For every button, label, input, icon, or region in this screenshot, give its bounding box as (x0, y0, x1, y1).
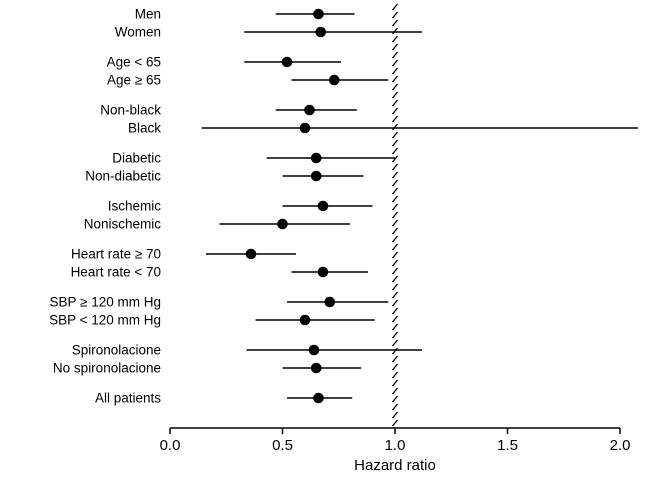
reference-line-hatch (392, 299, 398, 307)
reference-line-hatch (392, 323, 398, 331)
row-label: All patients (95, 391, 161, 406)
point-estimate (299, 314, 311, 326)
reference-line-hatch (392, 355, 398, 363)
point-estimate (277, 218, 288, 230)
reference-line-hatch (392, 59, 398, 67)
point-estimate (315, 26, 327, 38)
reference-line-hatch (392, 155, 398, 163)
reference-line-hatch (392, 395, 398, 403)
point-estimate (317, 266, 329, 278)
row-label: Black (128, 121, 161, 136)
reference-line-hatch (392, 51, 398, 59)
row-label: Age ≥ 65 (107, 73, 161, 88)
row-label: SBP < 120 mm Hg (49, 313, 161, 328)
reference-line-hatch (392, 283, 398, 291)
point-estimate (310, 362, 322, 374)
reference-line-hatch (392, 227, 398, 235)
x-tick-label: 0.0 (160, 437, 181, 454)
reference-line-hatch (392, 11, 398, 19)
reference-line-hatch (392, 43, 398, 51)
reference-line-hatch (392, 363, 398, 371)
reference-line-hatch (392, 171, 398, 179)
row-label: Ischemic (108, 199, 162, 214)
reference-line-hatch (392, 131, 398, 139)
reference-line-hatch (392, 211, 398, 219)
reference-line-hatch (392, 387, 398, 395)
reference-line-hatch (392, 179, 398, 187)
row-label: SBP ≥ 120 mm Hg (50, 295, 161, 310)
reference-line-hatch (392, 19, 398, 27)
point-estimate (299, 122, 311, 134)
reference-line-hatch (392, 235, 398, 243)
reference-line-hatch (392, 115, 398, 123)
row-label: Heart rate ≥ 70 (71, 247, 161, 262)
reference-line-hatch (392, 27, 398, 35)
point-estimate (308, 344, 320, 356)
reference-line-hatch (392, 243, 398, 251)
reference-line-hatch (392, 411, 398, 419)
reference-line-hatch (392, 203, 398, 211)
reference-line-hatch (392, 107, 398, 115)
row-label: No spironolacione (53, 361, 161, 376)
reference-line-hatch (392, 83, 398, 91)
x-tick-label: 1.0 (385, 437, 406, 454)
x-tick-label: 0.5 (272, 437, 293, 454)
reference-line-hatch (392, 315, 398, 323)
point-estimate (324, 296, 336, 308)
reference-line-hatch (392, 371, 398, 379)
row-label: Spironolacione (72, 343, 161, 358)
reference-line-hatch (392, 99, 398, 107)
reference-line-hatch (392, 219, 398, 227)
row-label: Men (135, 7, 161, 22)
reference-line-hatch (392, 379, 398, 387)
point-estimate (313, 8, 324, 20)
row-label: Women (115, 25, 161, 40)
x-axis-title: Hazard ratio (354, 457, 436, 474)
point-estimate (317, 200, 329, 212)
reference-line-hatch (392, 35, 398, 43)
row-label: Age < 65 (107, 55, 161, 70)
point-estimate (310, 170, 322, 182)
row-label: Non-black (100, 103, 161, 118)
row-label: Diabetic (112, 151, 161, 166)
reference-line-hatch (392, 419, 398, 427)
reference-line-hatch (392, 339, 398, 347)
point-estimate (304, 104, 315, 116)
point-estimate (313, 392, 324, 404)
reference-line-hatch (392, 75, 398, 83)
row-label: Non-diabetic (85, 169, 161, 184)
reference-line-hatch (392, 331, 398, 339)
reference-line-hatch (392, 139, 398, 147)
reference-line-hatch (392, 3, 398, 11)
row-label: Heart rate < 70 (71, 265, 161, 280)
reference-line-hatch (392, 307, 398, 315)
x-tick-label: 1.5 (497, 437, 518, 454)
point-estimate (281, 56, 293, 68)
row-label: Nonischemic (84, 217, 162, 232)
point-estimate (310, 152, 322, 164)
reference-line-hatch (392, 275, 398, 283)
reference-line-hatch (392, 147, 398, 155)
reference-line-hatch (392, 259, 398, 267)
reference-line-hatch (392, 163, 398, 171)
point-estimate (245, 248, 257, 260)
reference-line-hatch (392, 67, 398, 75)
x-tick-label: 2.0 (610, 437, 631, 454)
reference-line-hatch (392, 291, 398, 299)
reference-line-hatch (392, 403, 398, 411)
reference-line-hatch (392, 187, 398, 195)
reference-line-hatch (392, 91, 398, 99)
reference-line-hatch (392, 123, 398, 131)
reference-line-hatch (392, 195, 398, 203)
reference-line-hatch (392, 267, 398, 275)
point-estimate (328, 74, 340, 86)
reference-line-hatch (392, 347, 398, 355)
reference-line-hatch (392, 251, 398, 259)
